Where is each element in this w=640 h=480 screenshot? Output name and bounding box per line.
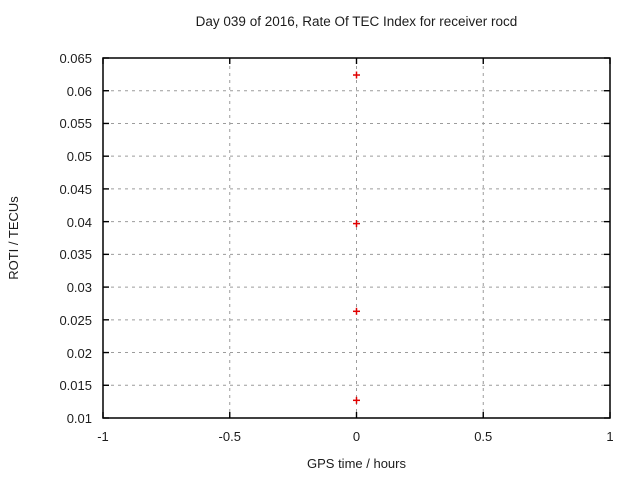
x-axis-label: GPS time / hours <box>307 456 406 471</box>
x-tick-label: -1 <box>97 429 109 444</box>
y-tick-label: 0.03 <box>66 280 92 296</box>
y-tick-label: 0.055 <box>59 116 92 132</box>
y-tick-label: 0.06 <box>66 83 92 99</box>
y-tick-label: 0.045 <box>59 181 92 197</box>
x-tick-label: 1 <box>606 429 614 444</box>
y-tick-label: 0.025 <box>59 312 92 328</box>
y-tick-label: 0.02 <box>66 345 92 361</box>
x-tick-label: 0 <box>352 429 361 444</box>
chart-title: Day 039 of 2016, Rate Of TEC Index for r… <box>195 14 518 29</box>
y-tick-label: 0.065 <box>59 51 92 66</box>
plot-border <box>102 57 611 419</box>
x-tick-label: 0.5 <box>474 429 493 444</box>
y-tick-label: 0.01 <box>66 411 92 426</box>
y-tick-label: 0.04 <box>66 214 92 230</box>
y-tick-label: 0.015 <box>59 378 92 394</box>
y-tick-label: 0.05 <box>66 149 92 165</box>
x-tick-label: -0.5 <box>218 429 241 444</box>
y-tick-label: 0.035 <box>59 247 92 263</box>
